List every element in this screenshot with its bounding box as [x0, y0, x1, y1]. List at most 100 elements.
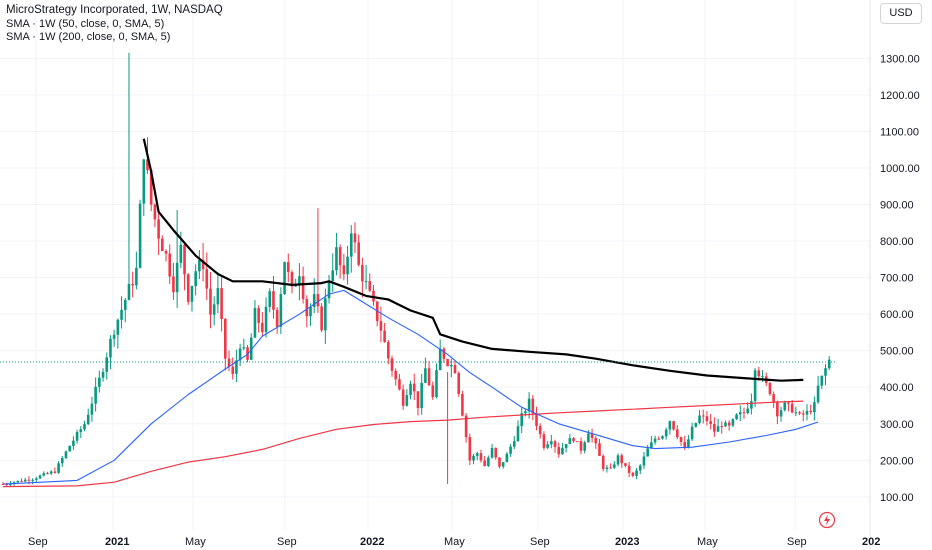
candle-body: [157, 219, 160, 239]
price-tick-label: 1300.00: [880, 53, 920, 65]
candle-body: [546, 444, 549, 448]
candle-body: [23, 479, 27, 482]
time-tick-label: May: [185, 536, 206, 548]
candle-body: [479, 453, 483, 461]
candle-body: [238, 348, 242, 361]
time-tick-label: May: [697, 536, 718, 548]
candle-body: [779, 410, 783, 417]
candle-body: [724, 422, 727, 427]
candle-body: [446, 358, 449, 367]
candle-body: [787, 402, 790, 404]
candle-body: [349, 233, 353, 257]
price-tag-symbol: MSTR: [838, 356, 867, 367]
candle-body: [742, 412, 746, 414]
price-tick-label: 800.00: [880, 236, 914, 248]
candle-body: [279, 294, 283, 327]
candle-body: [394, 370, 398, 380]
time-axis: Sep 2021 May Sep 2022 May Sep 2023 May Sep 202: [28, 536, 880, 548]
candle-body: [494, 447, 498, 458]
candle-body: [487, 457, 490, 466]
candle-body: [16, 480, 20, 483]
candle-body: [442, 348, 446, 359]
candle-body: [705, 416, 709, 422]
candle-body: [224, 318, 227, 359]
candle-body: [483, 460, 486, 466]
candle-body: [320, 306, 323, 331]
candle-body: [194, 271, 197, 287]
candle-body: [272, 291, 275, 310]
candle-body: [664, 429, 668, 437]
candle-body: [468, 437, 472, 461]
candle-body: [698, 415, 701, 423]
candle-body: [405, 395, 409, 406]
price-tick-label: 1200.00: [880, 90, 920, 102]
candle-body: [598, 443, 601, 456]
candle-body: [383, 330, 386, 343]
sma200-legend[interactable]: SMA · 1W (200, close, 0, SMA, 5): [6, 31, 171, 43]
time-tick-label: Sep: [277, 536, 297, 548]
candle-body: [527, 398, 531, 412]
candle-body: [720, 426, 724, 428]
candle-body: [20, 480, 23, 482]
candle-body: [535, 413, 538, 426]
candle-body: [790, 403, 794, 413]
candle-body: [327, 281, 331, 299]
candle-body: [427, 368, 431, 386]
price-tick-label: 1000.00: [880, 163, 920, 175]
candle-body: [31, 479, 34, 481]
candle-body: [135, 267, 138, 286]
candle-body: [687, 439, 690, 448]
price-tag-countdown: 2d 17h: [880, 367, 911, 378]
price-tick-label: 700.00: [880, 273, 914, 285]
candle-body: [75, 432, 79, 441]
price-tick-label: 600.00: [880, 309, 914, 321]
candle-body: [38, 475, 42, 479]
candle-body: [5, 484, 9, 486]
candle-body: [583, 442, 586, 451]
candle-body: [661, 436, 664, 439]
candle-body: [9, 483, 12, 485]
time-tick-label: Sep: [28, 536, 48, 548]
candle-body: [498, 457, 501, 467]
candle-body: [49, 471, 53, 474]
candle-body: [601, 455, 605, 470]
candle-body: [464, 415, 468, 438]
candle-body: [642, 456, 646, 466]
candle-body: [813, 402, 816, 413]
candle-body: [183, 244, 186, 275]
price-tick-label: 400.00: [880, 382, 914, 394]
candle-body: [398, 379, 401, 390]
price-tick-label: 100.00: [880, 492, 914, 504]
candle-body: [750, 401, 753, 409]
candle-body: [364, 281, 368, 283]
candle-body: [301, 276, 305, 300]
candle-body: [794, 412, 798, 414]
candle-body: [294, 285, 297, 287]
candle-body: [116, 319, 120, 335]
candle-body: [824, 368, 827, 376]
candle-body: [557, 447, 561, 455]
candle-body: [461, 393, 464, 416]
price-axis: 1300.00 1200.00 1100.00 1000.00 900.00 800.00…: [880, 53, 920, 503]
candle-body: [275, 309, 279, 327]
candle-body: [635, 470, 638, 476]
candle-body: [64, 451, 68, 459]
candle-body: [79, 429, 83, 433]
candle-body: [346, 256, 349, 275]
candle-body: [453, 364, 457, 374]
sma50-legend[interactable]: SMA · 1W (50, close, 0, SMA, 5): [6, 17, 165, 30]
candle-body: [209, 288, 212, 315]
candlestick-series: [1, 52, 831, 487]
candle-body: [146, 159, 149, 171]
candle-body: [435, 370, 438, 398]
candle-body: [261, 322, 264, 333]
candle-body: [86, 414, 90, 425]
candle-body: [587, 433, 590, 443]
lightning-icon[interactable]: [818, 511, 836, 529]
chart-grid: [0, 0, 871, 530]
candle-body: [138, 203, 142, 268]
candle-body: [123, 299, 127, 310]
candle-body: [676, 429, 679, 438]
currency-button[interactable]: USD: [880, 3, 922, 24]
